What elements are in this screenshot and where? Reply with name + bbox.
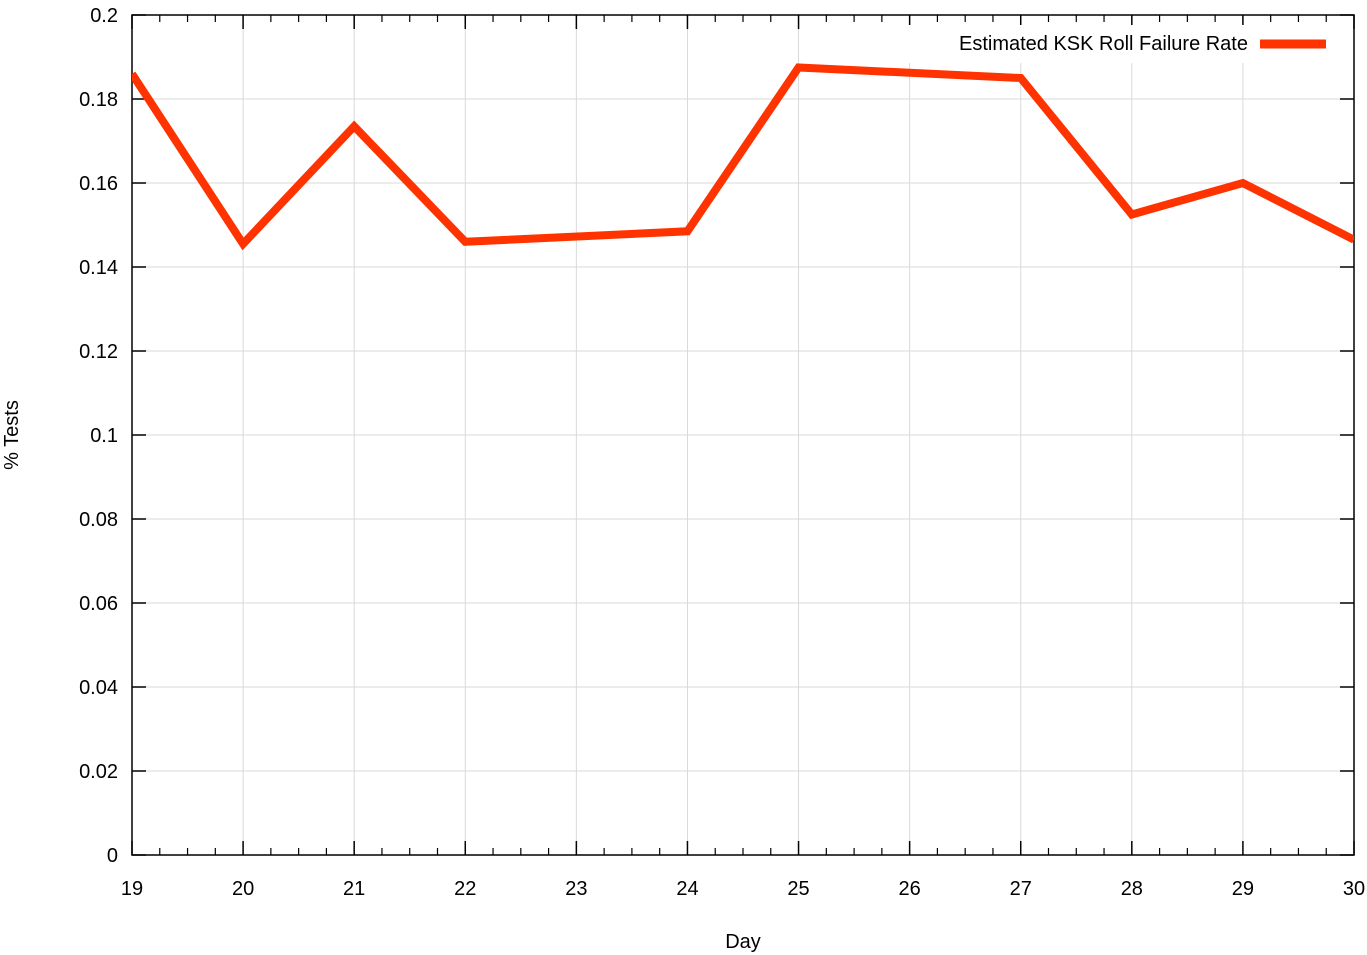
x-axis-ticks: 19 20 21 22 23 24 25 26 27 28 29 30 bbox=[121, 15, 1365, 900]
x-axis-title: Day bbox=[725, 931, 761, 953]
series-layer bbox=[132, 63, 1355, 251]
x-tick-label: 26 bbox=[899, 878, 921, 900]
x-tick-label: 20 bbox=[232, 878, 254, 900]
data-point bbox=[687, 231, 688, 232]
y-tick-label: 0.18 bbox=[79, 89, 118, 111]
y-tick-label: 0.1 bbox=[90, 425, 118, 447]
y-tick-label: 0.02 bbox=[79, 761, 118, 783]
legend-label: Estimated KSK Roll Failure Rate bbox=[959, 33, 1248, 55]
data-point bbox=[798, 67, 799, 68]
x-tick-label: 24 bbox=[676, 878, 698, 900]
data-point bbox=[243, 243, 244, 244]
x-tick-label: 28 bbox=[1121, 878, 1143, 900]
data-point bbox=[1354, 239, 1355, 240]
y-axis-ticks: 0 0.02 0.04 0.06 0.08 0.1 0.12 0.14 0.16 0.18 0.2 bbox=[79, 5, 1354, 867]
y-tick-label: 0 bbox=[107, 845, 118, 867]
x-tick-label: 25 bbox=[787, 878, 809, 900]
y-axis-title: % Tests bbox=[1, 400, 23, 470]
x-tick-label: 23 bbox=[565, 878, 587, 900]
x-tick-label: 21 bbox=[343, 878, 365, 900]
y-tick-label: 0.16 bbox=[79, 173, 118, 195]
x-tick-label: 27 bbox=[1010, 878, 1032, 900]
data-point bbox=[1242, 183, 1243, 184]
y-tick-label: 0.04 bbox=[79, 677, 118, 699]
x-tick-label: 30 bbox=[1343, 878, 1365, 900]
y-tick-label: 0.2 bbox=[90, 5, 118, 27]
y-tick-label: 0.14 bbox=[79, 257, 118, 279]
y-tick-label: 0.08 bbox=[79, 509, 118, 531]
data-point bbox=[1020, 78, 1021, 79]
minor-ticks bbox=[159, 15, 1327, 855]
x-tick-label: 29 bbox=[1232, 878, 1254, 900]
data-point bbox=[132, 73, 133, 74]
y-tick-label: 0.06 bbox=[79, 593, 118, 615]
y-tick-label: 0.12 bbox=[79, 341, 118, 363]
data-point bbox=[354, 126, 355, 127]
x-tick-label: 19 bbox=[121, 878, 143, 900]
gridlines bbox=[132, 15, 1354, 855]
data-point bbox=[465, 241, 466, 242]
x-tick-label: 22 bbox=[454, 878, 476, 900]
series-line bbox=[132, 63, 1354, 251]
data-point bbox=[1131, 214, 1132, 215]
legend: Estimated KSK Roll Failure Rate bbox=[904, 25, 1344, 63]
